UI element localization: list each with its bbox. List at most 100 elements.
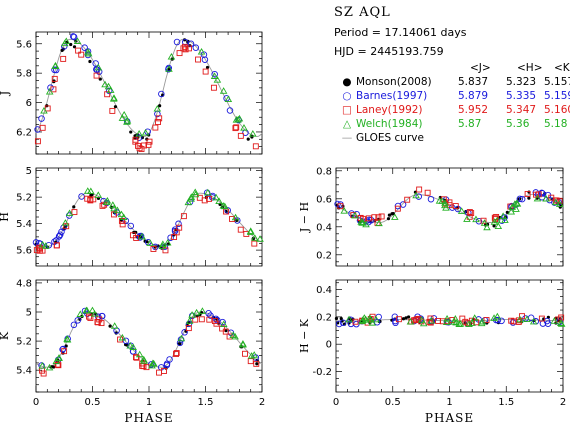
y-tick-label: 5.8 (16, 69, 32, 80)
data-point-welch (84, 48, 92, 55)
data-point-laney (51, 75, 58, 82)
data-point-laney (186, 45, 192, 52)
data-point-laney (352, 318, 359, 325)
data-point-welch (184, 198, 193, 206)
data-point-welch (62, 37, 71, 45)
data-point-laney (446, 199, 453, 206)
data-point-welch (212, 193, 220, 201)
data-point-welch (73, 37, 82, 44)
data-point-welch (361, 315, 370, 323)
data-point-monson (404, 316, 408, 320)
data-point-welch (529, 317, 538, 325)
x-tick-label: 2 (259, 397, 265, 408)
data-point-laney (180, 45, 187, 52)
legend-h-value: 5.335 (506, 90, 537, 102)
data-point-welch (516, 315, 524, 323)
data-point-welch (435, 197, 444, 204)
data-point-laney (371, 214, 378, 221)
data-point-welch (113, 206, 122, 214)
data-point-welch (117, 210, 126, 218)
data-point-barnes (201, 56, 209, 63)
data-point-laney (538, 315, 545, 322)
data-point-welch (159, 240, 167, 247)
data-point-barnes (175, 220, 182, 228)
data-point-barnes (181, 38, 189, 46)
data-point-welch (139, 355, 148, 363)
data-point-welch (118, 114, 127, 121)
data-point-laney (206, 316, 213, 323)
data-point-welch (197, 47, 206, 55)
data-point-barnes (339, 319, 347, 326)
data-point-welch (550, 317, 559, 324)
data-point-laney (508, 317, 515, 324)
x-tick-label: 1 (146, 397, 152, 408)
data-point-barnes (187, 40, 195, 48)
data-point-welch (63, 335, 72, 343)
data-point-welch (51, 61, 60, 69)
data-point-laney (104, 91, 111, 98)
data-point-welch (192, 308, 201, 316)
data-point-barnes (165, 64, 173, 72)
data-point-welch (231, 332, 239, 340)
data-point-welch (224, 95, 233, 103)
x-tick-label: 1.5 (198, 397, 214, 408)
dot-marker-icon: ● (342, 76, 352, 88)
data-point-laney (198, 316, 205, 323)
plot-frame-h (35, 167, 263, 267)
data-point-welch (38, 240, 47, 248)
data-point-welch (55, 354, 63, 361)
data-point-welch (472, 215, 480, 223)
data-point-laney (201, 197, 208, 204)
data-point-laney (533, 191, 539, 198)
data-point-welch (110, 204, 118, 212)
data-point-barnes (207, 312, 214, 319)
data-point-barnes (56, 231, 64, 239)
data-point-barnes (81, 44, 88, 51)
data-point-welch (239, 340, 247, 348)
data-point-barnes (427, 195, 435, 203)
data-point-laney (44, 105, 51, 112)
y-tick-label: 0.4 (316, 222, 332, 233)
data-point-welch (140, 357, 148, 364)
data-point-laney (63, 223, 70, 230)
data-point-monson (387, 213, 391, 217)
data-point-laney (222, 328, 229, 335)
data-point-laney (233, 124, 240, 131)
data-point-laney (480, 217, 487, 224)
data-point-welch (523, 315, 531, 323)
data-point-welch (412, 191, 420, 199)
x-axis-label: PHASE (124, 411, 173, 425)
legend-h-value: 5.347 (506, 104, 537, 116)
data-point-laney (146, 138, 153, 145)
data-point-welch (442, 204, 450, 211)
y-tick-label: 0.4 (316, 285, 332, 296)
data-point-barnes (113, 327, 120, 334)
data-point-welch (149, 359, 157, 367)
data-point-welch (493, 216, 501, 224)
gloes-curve-line (35, 311, 263, 368)
data-point-laney (459, 315, 466, 322)
data-point-welch (110, 94, 118, 101)
data-point-laney (365, 215, 372, 222)
data-point-barnes (70, 321, 78, 329)
legend-name: Monson(2008) (356, 76, 432, 88)
data-point-laney (232, 125, 239, 132)
data-point-laney (395, 316, 402, 323)
data-point-laney (117, 336, 124, 343)
x-tick-label: 0 (333, 397, 339, 408)
data-point-laney (94, 319, 101, 326)
y-tick-label: 5.4 (16, 366, 32, 377)
data-point-laney (87, 196, 94, 203)
data-point-laney (206, 195, 213, 202)
data-point-barnes (226, 107, 234, 114)
data-point-laney (181, 43, 188, 50)
legend-k-value: 5.18 (544, 118, 568, 130)
data-point-laney (133, 354, 140, 361)
data-point-laney (180, 213, 187, 220)
data-point-laney (50, 86, 57, 93)
data-point-laney (90, 196, 97, 203)
data-point-laney (524, 190, 531, 197)
data-point-welch (187, 195, 195, 202)
data-point-welch (542, 194, 550, 202)
data-point-laney (152, 124, 159, 131)
